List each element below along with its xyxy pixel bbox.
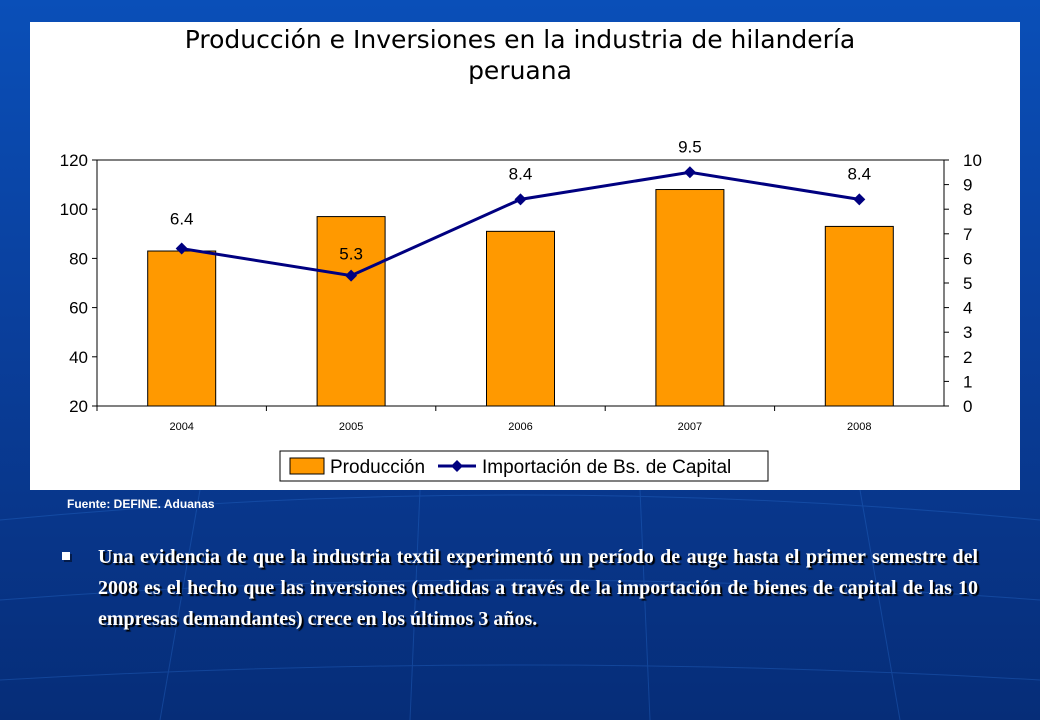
right-axis-tick-label: 0 [963, 397, 972, 416]
chart-title: Producción e Inversiones en la industria… [0, 24, 1040, 86]
chart-title-line-2: peruana [468, 56, 572, 85]
right-axis-tick-label: 6 [963, 249, 972, 268]
x-axis-tick-label: 2008 [847, 421, 871, 433]
data-label-importacion: 5.3 [339, 245, 363, 264]
chart-title-line-1: Producción e Inversiones en la industria… [184, 25, 856, 54]
bullet-text: Una evidencia de que la industria textil… [98, 546, 978, 630]
right-axis-tick-label: 2 [963, 348, 972, 367]
right-axis-tick-label: 7 [963, 225, 972, 244]
right-axis-tick-label: 4 [963, 299, 972, 318]
bar-produccion-2006 [486, 230, 555, 407]
legend [279, 450, 769, 482]
data-label-importacion: 6.4 [170, 210, 194, 229]
bar-produccion-2004 [147, 250, 217, 407]
bar-produccion-2008 [824, 225, 894, 407]
point-importacion-2006 [514, 193, 527, 206]
bar-produccion-2005 [316, 216, 386, 407]
right-axis-tick-label: 10 [963, 151, 982, 170]
point-importacion-2005 [345, 269, 358, 282]
data-label-importacion: 8.4 [847, 164, 871, 183]
point-importacion-2007 [683, 166, 696, 179]
legend-swatch-produccion [289, 457, 325, 475]
source-note: Fuente: DEFINE. Aduanas [67, 497, 215, 511]
x-axis-tick-label: 2004 [169, 421, 193, 433]
point-importacion-2008 [853, 193, 866, 206]
point-importacion-2004 [175, 242, 188, 255]
right-axis-tick-label: 5 [963, 274, 972, 293]
left-axis-tick-label: 20 [69, 397, 88, 416]
legend-label-produccion: Producción [330, 457, 425, 478]
right-axis-tick-label: 8 [963, 200, 972, 219]
legend-label-importacion: Importación de Bs. de Capital [482, 457, 731, 478]
x-axis-tick-label: 2005 [339, 421, 363, 433]
legend-marker-importacion [451, 460, 463, 472]
left-axis-tick-label: 100 [60, 200, 88, 219]
left-axis-title: Miles TM [38, 241, 53, 296]
data-label-importacion: 8.4 [509, 164, 533, 183]
left-axis-tick-label: 80 [69, 249, 88, 268]
data-label-importacion: 9.5 [678, 137, 702, 156]
x-axis-tick-label: 2007 [678, 421, 702, 433]
bar-produccion-2007 [655, 189, 725, 407]
x-axis-tick-label: 2006 [508, 421, 532, 433]
right-axis-tick-label: 9 [963, 176, 972, 195]
left-axis-tick-label: 120 [60, 151, 88, 170]
bullet-square-icon [62, 552, 70, 560]
left-axis-tick-label: 40 [69, 348, 88, 367]
left-axis-tick-label: 60 [69, 299, 88, 318]
right-axis-tick-label: 3 [963, 323, 972, 342]
right-axis-tick-label: 1 [963, 372, 972, 391]
right-axis-title: Mill. US$ [989, 245, 1004, 300]
